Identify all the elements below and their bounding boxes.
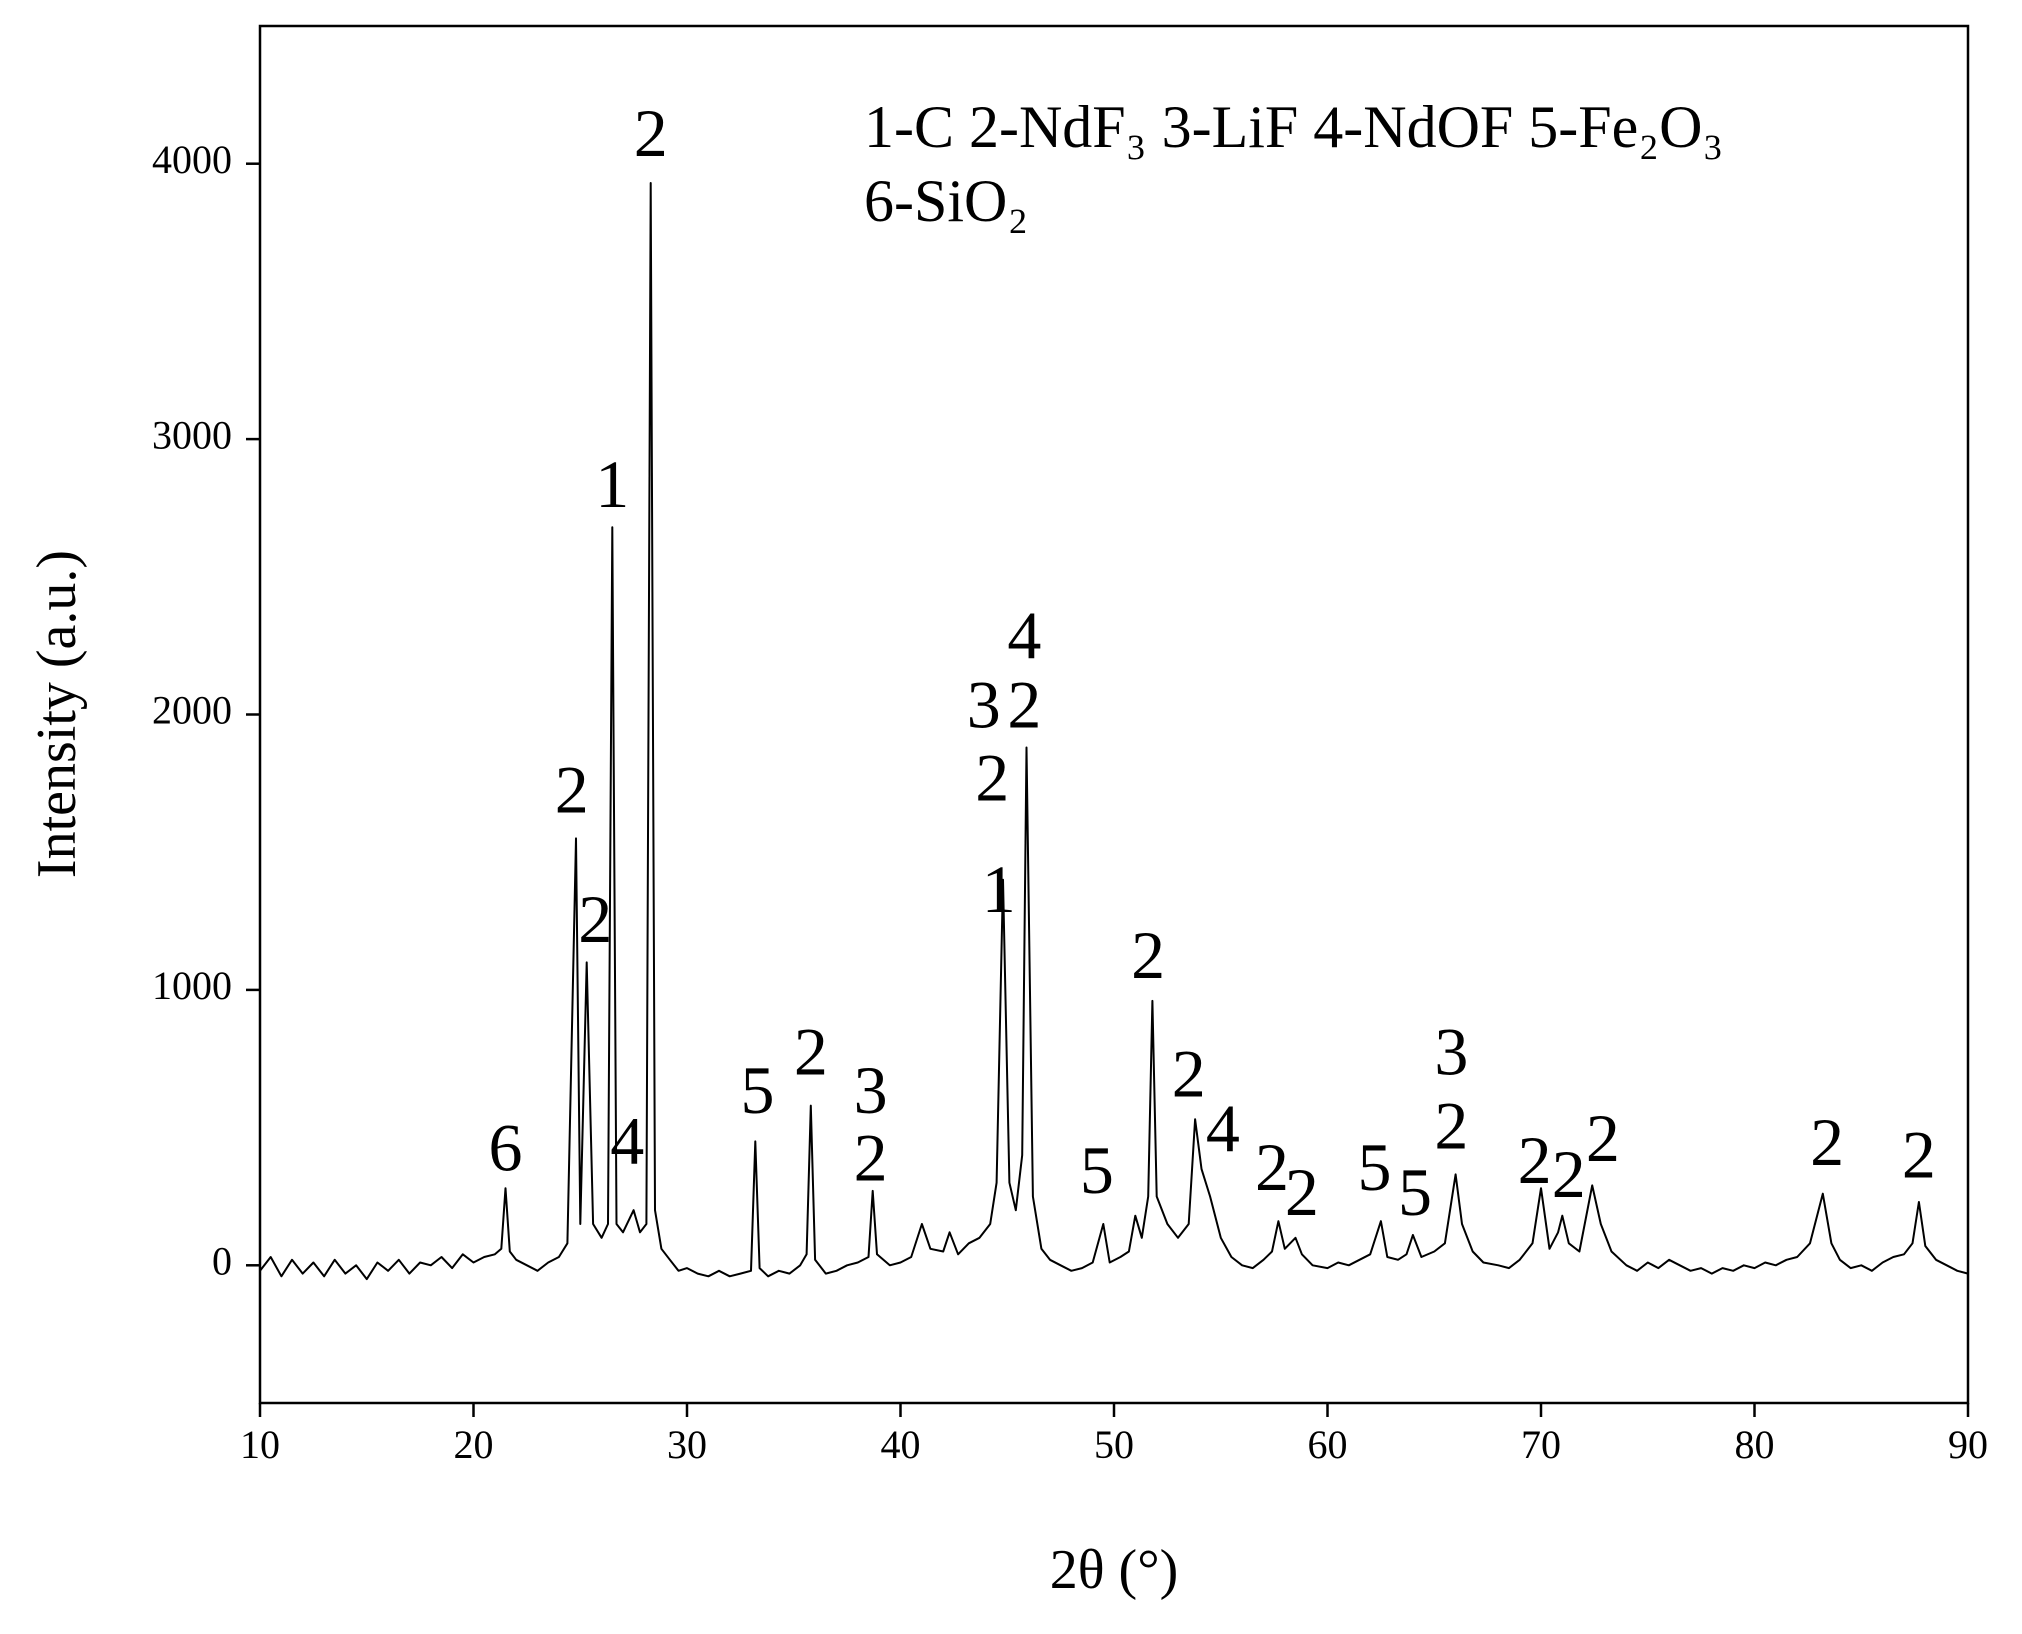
peak-label: 4 (1206, 1090, 1240, 1166)
y-tick-label: 3000 (152, 412, 232, 457)
peak-label: 2 (1810, 1104, 1844, 1180)
plot-frame (258, 24, 1970, 1405)
legend-line: 6-SiO₂ (864, 168, 1028, 234)
x-tick-label: 20 (454, 1422, 494, 1467)
peak-label: 3 (967, 666, 1001, 742)
xrd-line (259, 182, 1969, 1281)
x-tick-label: 10 (240, 1422, 280, 1467)
peak-label: 2 (794, 1013, 828, 1089)
peak-label: 5 (1080, 1132, 1114, 1208)
peak-label: 2 (1007, 666, 1041, 742)
y-axis-label: Intensity (a.u.) (26, 550, 88, 878)
y-tick-label: 0 (212, 1238, 232, 1283)
y-tick-label: 2000 (152, 688, 232, 733)
peak-label: 2 (1552, 1136, 1586, 1212)
peak-label: 2 (1285, 1154, 1319, 1230)
peak-label: 5 (1398, 1154, 1432, 1230)
x-tick-label: 40 (881, 1422, 921, 1467)
peak-label: 4 (1007, 598, 1041, 674)
x-tick-label: 30 (667, 1422, 707, 1467)
peak-label: 2 (1434, 1088, 1468, 1164)
peak-label: 2 (578, 881, 612, 957)
x-tick-label: 50 (1094, 1422, 1134, 1467)
x-tick-label: 90 (1948, 1422, 1988, 1467)
peak-label: 2 (1586, 1100, 1620, 1176)
peak-label: 6 (489, 1110, 523, 1186)
legend-line: 1-C 2-NdF₃ 3-LiF 4-NdOF 5-Fe₂O₃ (864, 94, 1723, 160)
peak-label: 5 (1357, 1129, 1391, 1205)
peak-label: 2 (634, 95, 668, 171)
peak-label: 2 (555, 752, 589, 828)
x-axis-label: 2θ (°) (1050, 1539, 1179, 1601)
peak-label: 1 (982, 851, 1016, 927)
peak-label: 2 (1518, 1122, 1552, 1198)
peak-label: 2 (854, 1119, 888, 1195)
peak-label: 2 (1172, 1035, 1206, 1111)
peak-label: 2 (1131, 917, 1165, 993)
peak-label: 1 (595, 446, 629, 522)
peak-label: 2 (975, 739, 1009, 815)
peak-label: 2 (1255, 1129, 1289, 1205)
y-tick-label: 1000 (152, 963, 232, 1008)
x-tick-label: 70 (1521, 1422, 1561, 1467)
peak-label: 5 (740, 1052, 774, 1128)
peak-label: 4 (610, 1103, 644, 1179)
peak-label: 3 (854, 1052, 888, 1128)
peak-label: 2 (1902, 1117, 1936, 1193)
peak-label: 3 (1434, 1013, 1468, 1089)
y-tick-label: 4000 (152, 137, 232, 182)
x-tick-label: 80 (1735, 1422, 1775, 1467)
x-tick-label: 60 (1308, 1422, 1348, 1467)
